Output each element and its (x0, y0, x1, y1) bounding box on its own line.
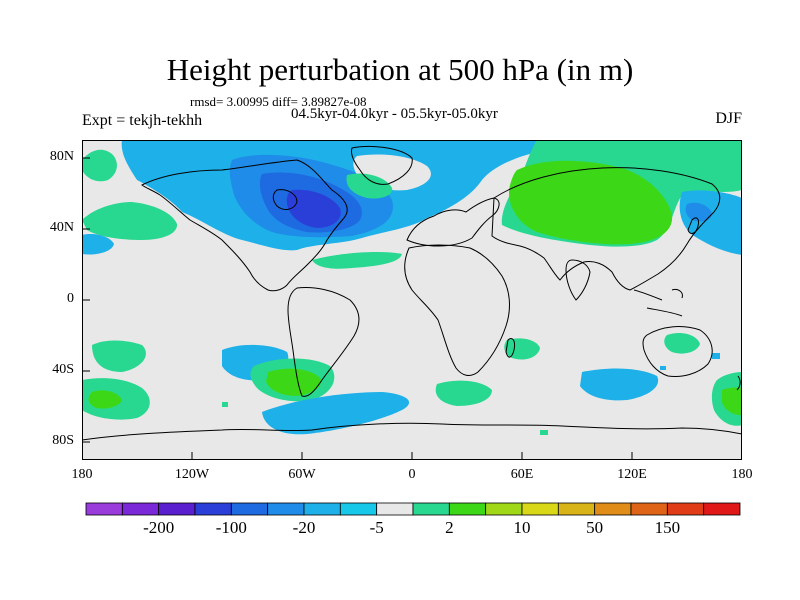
colorbar-label: 10 (513, 518, 531, 537)
lon-label-180e: 180 (731, 467, 753, 482)
colorbar-swatch (194, 502, 232, 516)
colorbar-swatch (412, 502, 450, 516)
colorbar (85, 502, 741, 516)
speckle (660, 366, 666, 370)
colorbar-label: -200 (143, 518, 175, 537)
region-australia-green (664, 333, 700, 354)
region-pacific-blue (82, 234, 114, 255)
map-title: Height perturbation at 500 hPa (in m) (166, 52, 634, 87)
colorbar-swatch (666, 502, 705, 516)
colorbar-swatch (521, 502, 559, 516)
colorbar-swatch (230, 502, 269, 516)
colorbar-label: -20 (292, 518, 316, 537)
colorbar-swatch (557, 502, 596, 516)
region-npacific-green (82, 202, 178, 240)
lon-label-120e: 120E (617, 467, 647, 482)
lon-label-180w: 180 (71, 467, 93, 482)
coastlines (82, 145, 742, 441)
region-japan-blue (685, 202, 712, 222)
lon-label-0: 0 (408, 467, 416, 482)
map-panel (82, 140, 742, 460)
region-madagascar-green (504, 338, 540, 360)
period-label: 04.5kyr-04.0kyr - 05.5kyr-05.0kyr (291, 106, 498, 122)
lat-label-40s: 40S (52, 362, 74, 377)
colorbar-label: 2 (445, 518, 454, 537)
colorbar-swatch (485, 502, 523, 516)
lat-label-0: 0 (67, 291, 74, 306)
map-ticks (82, 157, 633, 460)
region-indian-blue (580, 368, 659, 401)
speckle (712, 353, 720, 359)
region-spacific-green (92, 340, 146, 372)
colorbar-swatch (85, 502, 123, 516)
lat-label-80s: 80S (52, 433, 74, 448)
region-southern-ocean-low (262, 392, 410, 435)
region-south-atlantic-high (266, 368, 321, 396)
colorbar-label: -5 (369, 518, 384, 537)
region-sindian-green (435, 380, 492, 406)
colorbar-swatch (376, 502, 414, 516)
region-bering-green (82, 149, 117, 182)
colorbar-swatch (703, 502, 741, 516)
colorbar-swatch (267, 502, 305, 516)
region-atlantic-green (346, 173, 393, 199)
lat-label-80n: 80N (49, 149, 74, 164)
region-spacific-core (88, 390, 122, 409)
stats-label: rmsd= 3.00995 diff= 3.89827e-08 (190, 94, 367, 109)
season-label: DJF (715, 110, 742, 127)
region-eurasia-high (509, 160, 673, 245)
colorbar-swatch (630, 502, 668, 516)
colorbar-swatch (121, 502, 160, 516)
lon-label-60e: 60E (510, 467, 534, 482)
region-core-low (286, 189, 341, 228)
speckle (222, 402, 228, 407)
experiment-label: Expt = tekjh-tekhh (82, 112, 203, 129)
lon-label-60w: 60W (288, 467, 316, 482)
colorbar-swatch (303, 502, 341, 516)
lon-label-120w: 120W (174, 467, 210, 482)
colorbar-swatch (339, 502, 378, 516)
speckle (540, 430, 548, 435)
region-tasman-core (722, 387, 742, 416)
colorbar-label: 50 (586, 518, 604, 537)
lat-label-40n: 40N (49, 220, 74, 235)
colorbar-label: -100 (215, 518, 247, 537)
colorbar-swatch (448, 502, 487, 516)
colorbar-swatch (158, 502, 196, 516)
colorbar-swatch (594, 502, 632, 516)
colorbar-label: 150 (654, 518, 681, 537)
region-atlantic-streak (312, 252, 402, 269)
